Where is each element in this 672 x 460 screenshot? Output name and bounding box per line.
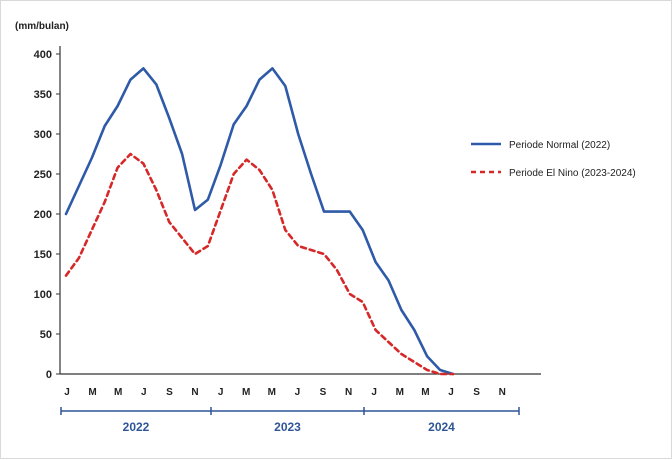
- y-tick-label: 100: [34, 289, 52, 301]
- x-tick-label: J: [64, 387, 70, 398]
- y-tick-label: 50: [40, 329, 52, 341]
- chart-axes: 0 50 100 150 200 250 300 350 400 J M M J S N J M M J S N J M M J…: [34, 46, 541, 398]
- year-axis: 2022 2023 2024: [60, 407, 520, 434]
- chart-legend: Periode Normal (2022) Periode El Nino (20…: [471, 140, 636, 179]
- year-label-2024: 2024: [428, 420, 455, 434]
- legend-label-2: Periode El Nino (2023-2024): [509, 168, 636, 179]
- series-line-1: [64, 67, 455, 376]
- legend-label-1: Periode Normal (2022): [509, 140, 610, 151]
- x-tick-label: M: [114, 387, 122, 398]
- y-tick-label: 150: [34, 249, 52, 261]
- y-tick-label: 400: [34, 49, 52, 61]
- x-tick-label: N: [345, 387, 352, 398]
- x-tick-label: J: [218, 387, 224, 398]
- series-line-2: [64, 152, 455, 376]
- x-tick-label: S: [166, 387, 173, 398]
- y-axis-label: (mm/bulan): [15, 21, 69, 32]
- year-label-2023: 2023: [274, 420, 301, 434]
- x-tick-label: M: [88, 387, 96, 398]
- y-tick-label: 250: [34, 169, 52, 181]
- x-tick-label: M: [242, 387, 250, 398]
- x-tick-label: N: [499, 387, 506, 398]
- chart-series: [64, 67, 455, 376]
- x-tick-label: J: [448, 387, 454, 398]
- x-tick-label: J: [371, 387, 377, 398]
- y-tick-label: 300: [34, 129, 52, 141]
- y-tick-label: 350: [34, 89, 52, 101]
- x-tick-label: M: [421, 387, 429, 398]
- x-tick-label: S: [473, 387, 480, 398]
- x-tick-label: J: [295, 387, 301, 398]
- x-tick-label: S: [320, 387, 327, 398]
- y-tick-label: 0: [46, 369, 52, 381]
- x-tick-label: M: [268, 387, 276, 398]
- y-tick-label: 200: [34, 209, 52, 221]
- year-label-2022: 2022: [123, 420, 150, 434]
- x-tick-label: N: [191, 387, 198, 398]
- x-tick-label: J: [141, 387, 147, 398]
- x-tick-label: M: [396, 387, 404, 398]
